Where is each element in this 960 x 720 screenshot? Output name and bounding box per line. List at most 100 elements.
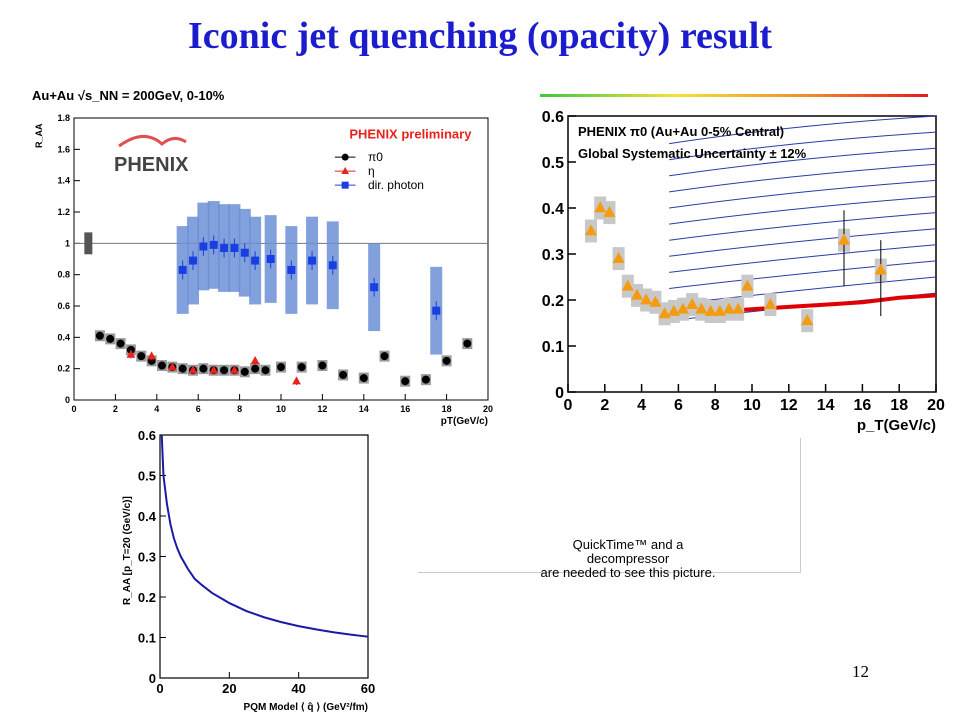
y-tick-label: 0.4 — [57, 332, 70, 342]
theory-curve — [669, 115, 937, 145]
pi0-point — [612, 252, 625, 263]
x-tick-label: 16 — [400, 404, 410, 414]
pi0-point — [713, 304, 726, 316]
x-tick-label: 0 — [156, 681, 163, 696]
plot-frame — [159, 434, 369, 679]
legend-label-pi0: π0 — [368, 150, 383, 164]
slide-number: 12 — [852, 662, 869, 681]
pi0-point — [137, 352, 146, 361]
x-tick-label: 0 — [564, 397, 573, 414]
y-tick-label: 0 — [149, 671, 156, 686]
photon-point — [251, 256, 260, 265]
y-tick-label: 0.6 — [138, 428, 156, 443]
x-tick-label: 16 — [854, 397, 872, 414]
pi0-point — [732, 302, 745, 314]
photon-point — [328, 261, 337, 270]
placeholder-line: decompressor — [586, 551, 670, 566]
x-tick-label: 40 — [291, 681, 305, 696]
placeholder-line: QuickTime™ and a — [572, 537, 684, 552]
x-tick-label: 60 — [361, 681, 375, 696]
x-tick-label: 4 — [154, 404, 159, 414]
pi0-point — [421, 375, 430, 384]
y-tick-label: 0.4 — [138, 509, 157, 524]
y-tick-label: 0.5 — [542, 155, 564, 172]
pi0-point — [463, 339, 472, 348]
photon-point — [370, 283, 379, 292]
y-axis-label: R_AA [p_T=20 (GeV/c)] — [122, 496, 133, 605]
pi0-point — [251, 364, 260, 373]
x-tick-label: 6 — [196, 404, 201, 414]
photon-point — [220, 244, 229, 253]
y-tick-label: 0.1 — [138, 631, 156, 646]
x-axis-label: pT(GeV/c) — [441, 416, 488, 427]
phenix-pi0-chart: 0 0.1 0.2 0.3 0.4 0.5 0.6 0 2 4 6 8 10 12 14 16 18 20 p_T(… — [540, 94, 945, 434]
pi0-point — [676, 302, 690, 314]
pi0-point — [741, 279, 754, 291]
x-tick-label: 20 — [222, 681, 236, 696]
x-axis-label: p_T(GeV/c) — [857, 417, 936, 434]
y-tick-label: 1 — [65, 238, 70, 248]
y-tick-label: 0.2 — [138, 590, 156, 605]
x-tick-label: 18 — [442, 404, 452, 414]
eta-point — [209, 365, 219, 374]
pi0-point — [621, 279, 634, 291]
experiment-annotation: PHENIX π0 (Au+Au 0-5% Central) — [578, 124, 784, 139]
x-tick-label: 20 — [483, 404, 493, 414]
photon-point — [240, 248, 249, 257]
pi0-point — [199, 364, 208, 373]
theory-curve — [669, 196, 937, 225]
pi0-point — [649, 295, 662, 307]
pi0-point — [640, 293, 653, 305]
photon-point — [432, 306, 441, 315]
y-tick-label: 1.8 — [57, 113, 70, 123]
theory-curve — [669, 163, 937, 193]
phenix-raa-chart: Au+Au √s_NN = 200GeV, 0-10% 0 0.2 0.4 0.6 0.8… — [32, 88, 493, 427]
x-tick-label: 14 — [817, 397, 835, 414]
eta-point — [292, 376, 301, 385]
quicktime-placeholder-text: QuickTime™ and a decompressor are needed… — [478, 538, 778, 580]
eta-point — [167, 362, 177, 371]
pi0-point — [297, 363, 306, 372]
photon-point — [308, 256, 317, 265]
pi0-point — [594, 201, 607, 213]
x-tick-label: 10 — [276, 404, 286, 414]
theory-curve — [669, 244, 937, 273]
pi0-point — [584, 224, 598, 236]
y-tick-label: 0.2 — [57, 364, 70, 374]
y-tick-label: 1.4 — [57, 176, 70, 186]
theory-curve — [669, 228, 937, 257]
theory-curve — [669, 212, 937, 241]
y-tick-label: 0.2 — [542, 293, 564, 310]
photon-point — [199, 242, 208, 251]
pi0-point — [178, 364, 187, 373]
pi0-point — [339, 370, 348, 379]
placeholder-line: are needed to see this picture. — [540, 565, 716, 580]
x-tick-label: 14 — [359, 404, 369, 414]
theory-curve — [669, 179, 937, 209]
x-tick-label: 2 — [600, 397, 609, 414]
pi0-point — [667, 304, 680, 316]
y-tick-label: 1.2 — [57, 207, 70, 217]
legend-marker-pi0 — [341, 153, 349, 161]
x-tick-label: 0 — [71, 404, 76, 414]
x-tick-label: 4 — [637, 397, 646, 414]
pi0-point — [240, 367, 249, 376]
pi0-point — [764, 298, 777, 309]
photon-point — [209, 240, 218, 249]
preliminary-annotation: PHENIX preliminary — [349, 126, 472, 141]
x-tick-label: 8 — [237, 404, 242, 414]
y-tick-label: 0.3 — [138, 550, 156, 565]
y-tick-label: 0 — [555, 385, 564, 402]
y-tick-label: 0.5 — [138, 469, 156, 484]
pi0-point — [722, 302, 736, 314]
eta-point — [147, 351, 157, 360]
x-tick-label: 12 — [780, 397, 798, 414]
pi0-point — [658, 307, 671, 319]
chart-header: Au+Au √s_NN = 200GeV, 0-10% — [32, 88, 225, 103]
pi0-point — [874, 263, 887, 275]
x-tick-label: 6 — [674, 397, 683, 414]
legend-marker-eta — [341, 166, 350, 174]
theory-curve — [669, 260, 937, 289]
x-tick-label: 8 — [711, 397, 720, 414]
photon-point — [230, 244, 239, 253]
